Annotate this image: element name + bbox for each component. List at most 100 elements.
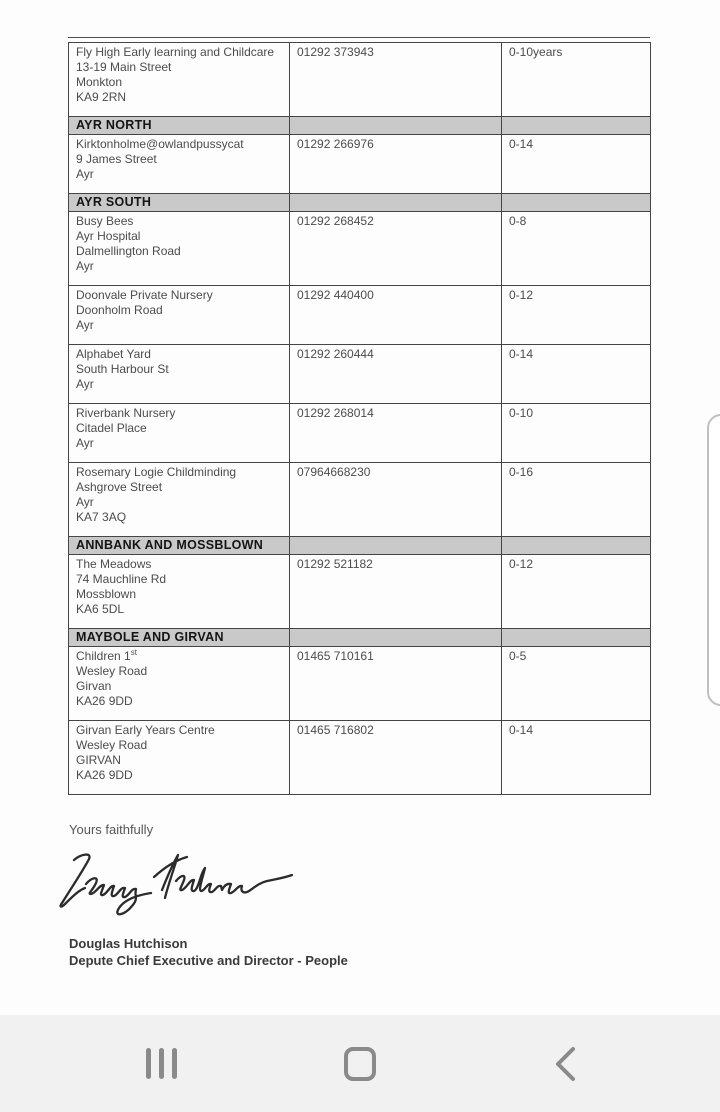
address-line: KA7 3AQ	[76, 510, 127, 524]
ages-cell: 0-12	[501, 554, 651, 629]
section-header-empty-cell	[501, 536, 651, 555]
address-line: GIRVAN	[76, 753, 121, 767]
ages-cell: 0-14	[501, 720, 651, 795]
section-header-label: MAYBOLE AND GIRVAN	[68, 628, 290, 647]
home-button[interactable]	[315, 1015, 405, 1112]
address-line: Citadel Place	[76, 421, 147, 435]
address-line: KA26 9DD	[76, 694, 133, 708]
address-line: Ayr	[76, 318, 94, 332]
signatory-block: Douglas Hutchison Depute Chief Executive…	[69, 936, 348, 969]
address-line: 74 Mauchline Rd	[76, 572, 167, 586]
address-line: Girvan Early Years Centre	[76, 723, 215, 737]
address-line: 9 James Street	[76, 152, 157, 166]
address-line: Rosemary Logie Childminding	[76, 465, 237, 479]
signatory-title: Depute Chief Executive and Director - Pe…	[69, 952, 348, 968]
address-line: KA9 2RN	[76, 90, 127, 104]
section-header-row: AYR NORTH	[68, 116, 651, 135]
phone-cell: 01292 260444	[289, 344, 502, 404]
signature-image	[59, 853, 294, 916]
address-line: KA6 5DL	[76, 602, 125, 616]
back-button[interactable]	[520, 1015, 610, 1112]
table-row: Kirktonholme@owlandpussycat 9 James Stree…	[68, 134, 651, 194]
phone-cell: 01292 268452	[289, 211, 502, 286]
section-header-empty-cell	[289, 193, 502, 212]
section-header-empty-cell	[501, 193, 651, 212]
address-line: South Harbour St	[76, 362, 169, 376]
address-line: Girvan	[76, 679, 112, 693]
phone-cell: 01292 373943	[289, 42, 502, 117]
table-top-divider	[68, 37, 650, 38]
table-row: Alphabet Yard South Harbour St Ayr 01292 26…	[68, 344, 651, 404]
ages-cell: 0-5	[501, 646, 651, 721]
name-address-cell: Alphabet Yard South Harbour St Ayr	[68, 344, 290, 404]
address-line: The Meadows	[76, 557, 152, 571]
section-header-label: AYR NORTH	[68, 116, 290, 135]
phone-cell: 01292 266976	[289, 134, 502, 194]
phone-cell: 01292 268014	[289, 403, 502, 463]
section-header-label: AYR SOUTH	[68, 193, 290, 212]
address-line: Doonholm Road	[76, 303, 163, 317]
address-line: Ayr Hospital	[76, 229, 141, 243]
section-header-row: ANNBANK AND MOSSBLOWN	[68, 536, 651, 555]
name-address-cell: Children 1st Wesley Road Girvan KA26 9DD	[68, 646, 290, 721]
childcare-directory-table: Fly High Early learning and Childcare 13-…	[68, 42, 651, 795]
address-line: Busy Bees	[76, 214, 134, 228]
address-line: Riverbank Nursery	[76, 406, 176, 420]
ages-cell: 0-10years	[501, 42, 651, 117]
address-line: Monkton	[76, 75, 123, 89]
table-row: The Meadows 74 Mauchline Rd Mossblown KA6 5…	[68, 554, 651, 629]
ages-cell: 0-12	[501, 285, 651, 345]
table-row: Busy Bees Ayr Hospital Dalmellington Road A…	[68, 211, 651, 286]
table-row: Fly High Early learning and Childcare 13-…	[68, 42, 651, 117]
table-row: Girvan Early Years Centre Wesley Road GIRV…	[68, 720, 651, 795]
address-line: Ayr	[76, 259, 94, 273]
android-navigation-bar	[0, 1015, 720, 1112]
recents-icon	[145, 1048, 177, 1079]
section-header-row: MAYBOLE AND GIRVAN	[68, 628, 651, 647]
directory-table-body: Fly High Early learning and Childcare 13-…	[68, 42, 651, 795]
ages-cell: 0-14	[501, 134, 651, 194]
section-header-empty-cell	[289, 116, 502, 135]
table-row: Riverbank Nursery Citadel Place Ayr 01292 2…	[68, 403, 651, 463]
name-address-cell: Kirktonholme@owlandpussycat 9 James Stree…	[68, 134, 290, 194]
ages-cell: 0-14	[501, 344, 651, 404]
address-line: Children 1st	[76, 648, 137, 664]
home-icon	[344, 1046, 376, 1081]
name-address-cell: Fly High Early learning and Childcare 13-…	[68, 42, 290, 117]
address-line: Ayr	[76, 377, 94, 391]
section-header-empty-cell	[501, 116, 651, 135]
signatory-name: Douglas Hutchison	[69, 936, 188, 951]
address-line: Mossblown	[76, 587, 137, 601]
address-line: Ayr	[76, 495, 94, 509]
scrollbar-handle[interactable]	[707, 414, 720, 706]
phone-cell: 01465 710161	[289, 646, 502, 721]
recents-button[interactable]	[116, 1015, 206, 1112]
address-line: Kirktonholme@owlandpussycat	[76, 137, 244, 151]
phone-cell: 01465 716802	[289, 720, 502, 795]
address-line: Doonvale Private Nursery	[76, 288, 213, 302]
address-line: KA26 9DD	[76, 768, 133, 782]
address-line: 13-19 Main Street	[76, 60, 172, 74]
name-address-cell: Rosemary Logie Childminding Ashgrove Stre…	[68, 462, 290, 537]
letter-closing: Yours faithfully	[69, 822, 154, 837]
phone-cell: 01292 440400	[289, 285, 502, 345]
phone-cell: 07964668230	[289, 462, 502, 537]
section-header-empty-cell	[289, 536, 502, 555]
phone-cell: 01292 521182	[289, 554, 502, 629]
name-address-cell: Doonvale Private Nursery Doonholm Road Ayr	[68, 285, 290, 345]
ages-cell: 0-8	[501, 211, 651, 286]
address-line: Wesley Road	[76, 738, 148, 752]
name-address-cell: Girvan Early Years Centre Wesley Road GIRV…	[68, 720, 290, 795]
table-row: Rosemary Logie Childminding Ashgrove Stre…	[68, 462, 651, 537]
ages-cell: 0-10	[501, 403, 651, 463]
address-line: Dalmellington Road	[76, 244, 181, 258]
section-header-label: ANNBANK AND MOSSBLOWN	[68, 536, 290, 555]
address-line: Ayr	[76, 436, 94, 450]
address-line: Wesley Road	[76, 664, 148, 678]
section-header-row: AYR SOUTH	[68, 193, 651, 212]
section-header-empty-cell	[501, 628, 651, 647]
address-line: Alphabet Yard	[76, 347, 151, 361]
ages-cell: 0-16	[501, 462, 651, 537]
address-line: Ayr	[76, 167, 94, 181]
